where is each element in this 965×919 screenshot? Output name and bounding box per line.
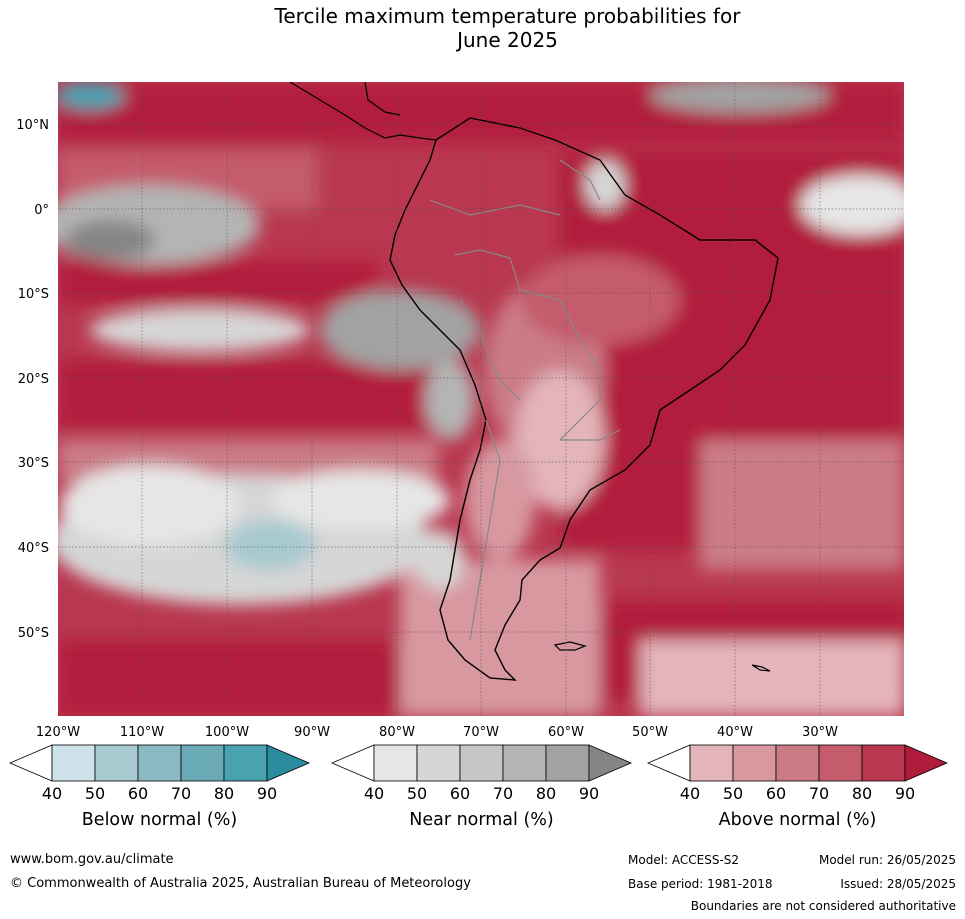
colorbar-below-normal: 40 50 60 70 80 90 Below normal (%) xyxy=(8,744,311,830)
colorbar-segment xyxy=(373,744,418,782)
colorbar-tick-label: 40 xyxy=(364,784,384,803)
lat-label: 50°S xyxy=(18,626,49,641)
colorbar-upper-extension xyxy=(588,744,633,782)
lon-label: 60°W xyxy=(548,725,584,740)
lon-label: 100°W xyxy=(205,725,249,740)
colorbar-segment xyxy=(732,744,777,782)
colorbar-tick-label: 40 xyxy=(680,784,700,803)
colorbar-above-normal: 40 50 60 70 80 90 Above normal (%) xyxy=(646,744,949,830)
colorbar-tick-label: 90 xyxy=(895,784,915,803)
colorbar-tick-label: 90 xyxy=(579,784,599,803)
colorbar-segment xyxy=(545,744,590,782)
colorbar-segment xyxy=(775,744,820,782)
colorbar-tick-label: 50 xyxy=(723,784,743,803)
colorbar-near-normal: 40 50 60 70 80 90 Near normal (%) xyxy=(330,744,633,830)
lon-label: 30°W xyxy=(802,725,838,740)
colorbar-title: Near normal (%) xyxy=(409,810,554,830)
colorbar-tick-label: 60 xyxy=(128,784,148,803)
colorbar-tick-label: 80 xyxy=(536,784,556,803)
lat-label: 10°S xyxy=(18,287,49,302)
footer-disclaimer: Boundaries are not considered authoritat… xyxy=(690,899,956,913)
national-boundaries xyxy=(429,159,621,641)
latitude-labels: 10°N 0° 10°S 20°S 30°S 40°S 50°S xyxy=(16,118,49,641)
lat-label: 20°S xyxy=(18,372,49,387)
colorbar-tick-label: 80 xyxy=(214,784,234,803)
colorbar-segment xyxy=(137,744,182,782)
falkland-islands xyxy=(553,641,587,651)
colorbar-tick-label: 50 xyxy=(85,784,105,803)
probability-field xyxy=(58,82,904,716)
colorbar-title: Above normal (%) xyxy=(719,810,877,830)
colorbar-title: Below normal (%) xyxy=(82,810,237,830)
colorbar-tick-label: 70 xyxy=(493,784,513,803)
chart-title: Tercile maximum temperature probabilitie… xyxy=(0,4,965,52)
lon-label: 90°W xyxy=(294,725,330,740)
colorbar-segment xyxy=(861,744,906,782)
colorbar-lower-extension xyxy=(646,744,691,782)
colorbar-lower-extension xyxy=(330,744,375,782)
colorbar-segment xyxy=(459,744,504,782)
colorbar-segment xyxy=(818,744,863,782)
gridlines xyxy=(58,82,904,716)
footer-issued: Issued: 28/05/2025 xyxy=(840,877,956,891)
colorbar-segment xyxy=(416,744,461,782)
colorbar-upper-extension xyxy=(904,744,949,782)
colorbar-segment xyxy=(689,744,734,782)
footer-copyright: © Commonwealth of Australia 2025, Austra… xyxy=(10,876,471,891)
colorbar-tick-label: 90 xyxy=(257,784,277,803)
colorbar-segment xyxy=(180,744,225,782)
footer-model-run: Model run: 26/05/2025 xyxy=(818,853,956,867)
footer-model: Model: ACCESS-S2 xyxy=(628,853,740,867)
footer-base-period: Base period: 1981-2018 xyxy=(628,877,773,891)
colorbar-tick-label: 60 xyxy=(450,784,470,803)
colorbar-tick-label: 70 xyxy=(171,784,191,803)
lon-label: 110°W xyxy=(120,725,164,740)
south-georgia xyxy=(751,664,771,672)
footer-url[interactable]: www.bom.gov.au/climate xyxy=(10,852,174,867)
lon-label: 80°W xyxy=(379,725,415,740)
lat-label: 0° xyxy=(34,203,49,218)
title-line-2: June 2025 xyxy=(457,28,558,52)
lat-label: 30°S xyxy=(18,456,49,471)
lat-label: 10°N xyxy=(16,118,49,133)
colorbar-tick-label: 70 xyxy=(809,784,829,803)
colorbar-segment xyxy=(502,744,547,782)
lon-label: 120°W xyxy=(36,725,80,740)
field-shading xyxy=(58,82,904,716)
lon-label: 70°W xyxy=(463,725,499,740)
colorbar-tick-label: 50 xyxy=(407,784,427,803)
lon-label: 40°W xyxy=(717,725,753,740)
colorbar-tick-label: 60 xyxy=(766,784,786,803)
south-america-coastline xyxy=(389,117,779,681)
colorbar-tick-label: 40 xyxy=(42,784,62,803)
colorbar-segment xyxy=(51,744,96,782)
lat-label: 40°S xyxy=(18,541,49,556)
central-america-coastline xyxy=(289,82,437,141)
longitude-labels: 120°W 110°W 100°W 90°W 80°W 70°W 60°W 50… xyxy=(36,725,838,740)
colorbar-segment xyxy=(223,744,268,782)
colorbar-lower-extension xyxy=(8,744,53,782)
colorbar-upper-extension xyxy=(266,744,311,782)
lon-label: 50°W xyxy=(632,725,668,740)
title-line-1: Tercile maximum temperature probabilitie… xyxy=(274,4,741,28)
colorbar-segment xyxy=(94,744,139,782)
colorbar-tick-label: 80 xyxy=(852,784,872,803)
